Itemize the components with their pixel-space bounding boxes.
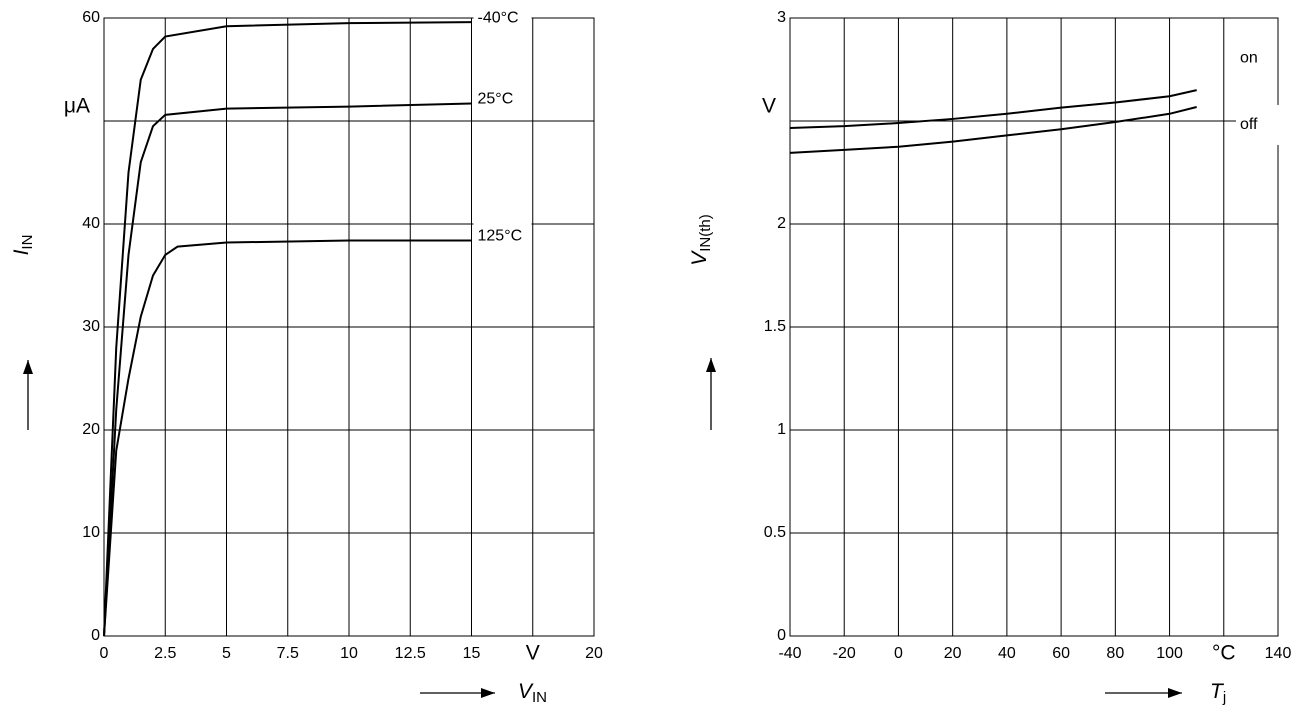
x-axis-label-sub: j <box>1222 689 1226 706</box>
x-tick-label: 12.5 <box>395 645 426 662</box>
y-tick-label: 60 <box>82 9 100 26</box>
x-tick-label: 7.5 <box>277 645 299 662</box>
curve <box>103 239 472 637</box>
curve <box>103 102 472 637</box>
y-axis-label: IIN <box>10 235 36 256</box>
y-tick-label: 1.5 <box>764 318 786 335</box>
y-tick-label: 30 <box>82 318 100 335</box>
x-tick-label: 10 <box>340 645 358 662</box>
y-axis-label-sub: IN <box>19 235 36 250</box>
y-tick-label: 20 <box>82 421 100 438</box>
arrow-head <box>481 688 495 698</box>
y-tick-label: 0.5 <box>764 524 786 541</box>
y-axis-label-main: V <box>688 250 711 266</box>
label-background <box>1236 38 1272 79</box>
y-tick-label: 0 <box>91 627 100 644</box>
curve <box>789 89 1197 130</box>
curve <box>789 106 1197 154</box>
y-axis-label: VIN(th) <box>688 214 714 266</box>
x-tick-label: 80 <box>1106 645 1124 662</box>
x-axis-label-sub: IN <box>532 689 547 706</box>
x-tick-label: 5 <box>222 645 231 662</box>
y-tick-label: 0 <box>777 627 786 644</box>
series-label: 25°C <box>478 91 514 108</box>
x-tick-label: 60 <box>1052 645 1070 662</box>
x-tick-label: 0 <box>100 645 109 662</box>
y-axis-label-sub: IN(th) <box>697 214 714 252</box>
x-tick-label: 140 <box>1265 645 1292 662</box>
y-tick-label: V <box>762 95 776 118</box>
y-axis-label-main: I <box>10 249 33 255</box>
label-background <box>1236 104 1294 145</box>
x-tick-label: V <box>526 642 540 665</box>
label-background <box>473 0 532 39</box>
x-tick-label: 15 <box>463 645 481 662</box>
x-axis-label: VIN <box>518 680 547 706</box>
x-tick-label: 2.5 <box>154 645 176 662</box>
x-tick-label: 20 <box>585 645 603 662</box>
series-label: off <box>1240 116 1258 133</box>
x-tick-label: 40 <box>998 645 1016 662</box>
series-label: 125°C <box>478 228 523 245</box>
arrow-head <box>706 358 716 372</box>
x-axis-label: Tj <box>1210 680 1226 706</box>
x-tick-label: 100 <box>1156 645 1183 662</box>
series-label: on <box>1240 49 1258 66</box>
y-tick-label: 40 <box>82 215 100 232</box>
y-tick-label: 10 <box>82 524 100 541</box>
x-tick-label: 20 <box>944 645 962 662</box>
label-background <box>473 216 532 257</box>
x-tick-label: -40 <box>778 645 801 662</box>
curve <box>103 21 472 637</box>
x-tick-label: -20 <box>833 645 856 662</box>
x-tick-label: 0 <box>894 645 903 662</box>
y-tick-label: 2 <box>777 215 786 232</box>
x-tick-label: °C <box>1212 642 1236 665</box>
series-label: -40°C <box>478 9 519 26</box>
plot-frame <box>103 17 595 637</box>
label-background <box>473 79 532 120</box>
arrow-head <box>23 360 33 374</box>
x-axis-label-main: V <box>518 680 534 703</box>
plot-frame <box>789 17 1279 637</box>
y-tick-label: 1 <box>777 421 786 438</box>
y-tick-label: 3 <box>777 9 786 26</box>
arrow-head <box>1168 688 1182 698</box>
x-axis-label-main: T <box>1210 680 1225 703</box>
y-tick-label: μA <box>64 95 90 118</box>
